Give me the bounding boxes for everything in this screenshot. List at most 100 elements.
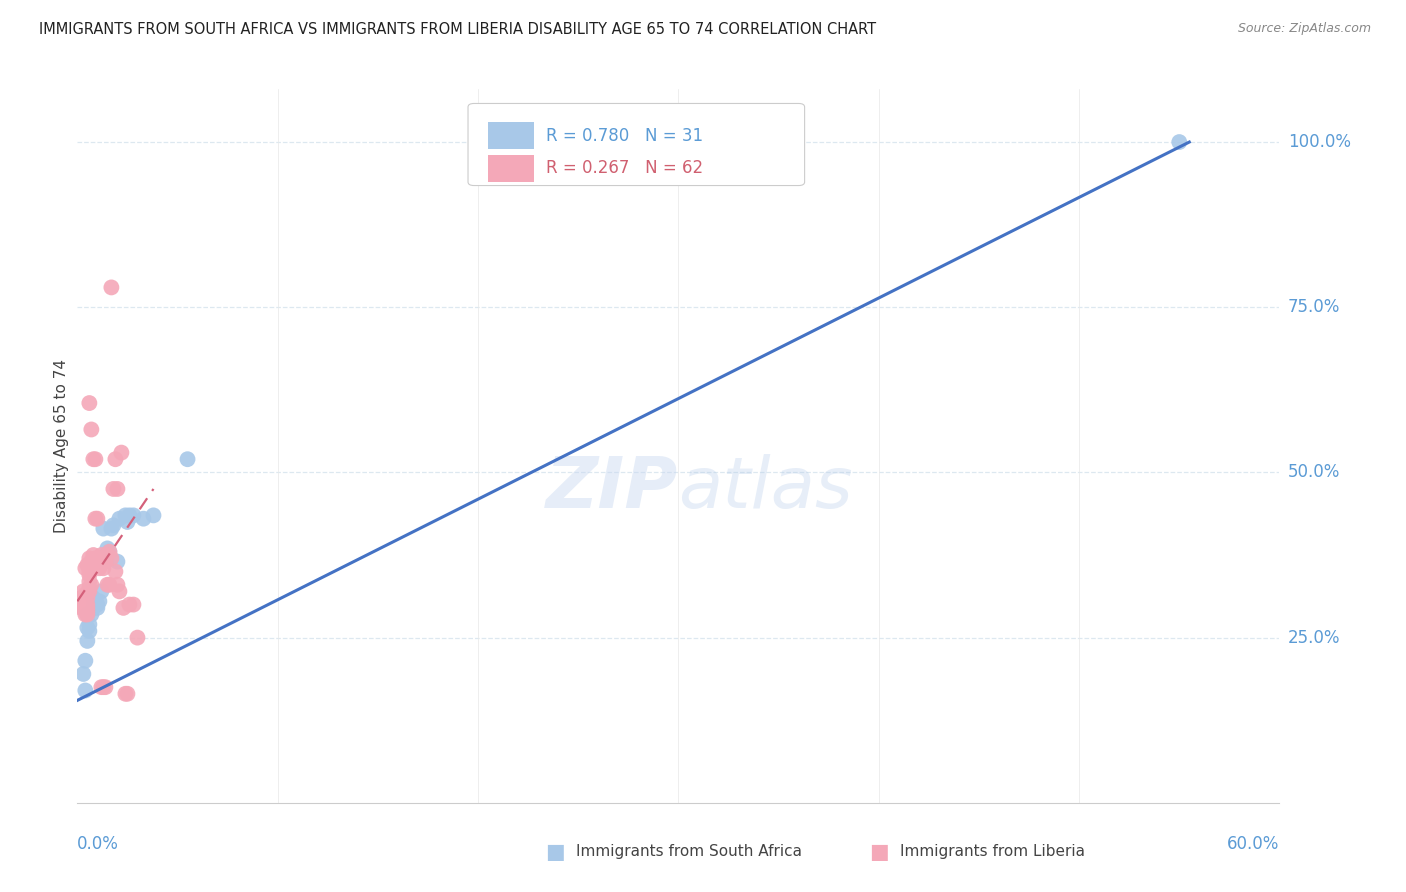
Point: [79, 567, 101, 582]
Point: [93, 522, 115, 536]
Point: [114, 508, 136, 523]
Point: [79, 565, 101, 579]
Text: Source: ZipAtlas.com: Source: ZipAtlas.com: [1237, 22, 1371, 36]
Point: [72, 667, 94, 681]
Text: R = 0.267   N = 62: R = 0.267 N = 62: [546, 160, 703, 178]
Point: [75, 683, 97, 698]
Point: [70, 591, 93, 605]
Point: [114, 687, 136, 701]
Point: [96, 541, 118, 556]
Point: [90, 584, 112, 599]
Text: ■: ■: [546, 842, 565, 862]
Point: [76, 558, 98, 572]
Y-axis label: Disability Age 65 to 74: Disability Age 65 to 74: [53, 359, 69, 533]
Point: [75, 594, 97, 608]
Point: [70, 600, 93, 615]
Bar: [488, 122, 534, 149]
Text: IMMIGRANTS FROM SOUTH AFRICA VS IMMIGRANTS FROM LIBERIA DISABILITY AGE 65 TO 74 : IMMIGRANTS FROM SOUTH AFRICA VS IMMIGRAN…: [39, 22, 876, 37]
Point: [104, 565, 127, 579]
Point: [76, 621, 98, 635]
Point: [98, 545, 121, 559]
Point: [1168, 135, 1191, 149]
Point: [72, 598, 94, 612]
Point: [112, 600, 135, 615]
Point: [80, 607, 103, 622]
Point: [86, 511, 108, 525]
Point: [82, 591, 104, 605]
Point: [93, 680, 115, 694]
Point: [82, 600, 104, 615]
Point: [142, 508, 165, 523]
Bar: [488, 155, 534, 182]
Point: [79, 617, 101, 632]
Text: atlas: atlas: [679, 454, 853, 524]
Point: [75, 588, 97, 602]
Point: [79, 551, 101, 566]
Point: [110, 445, 132, 459]
Text: 60.0%: 60.0%: [1227, 835, 1279, 853]
Text: 75.0%: 75.0%: [1288, 298, 1340, 317]
Point: [118, 508, 141, 523]
Point: [82, 452, 104, 467]
Point: [79, 581, 101, 595]
Point: [90, 680, 112, 694]
Point: [76, 591, 98, 605]
Point: [89, 561, 111, 575]
Point: [94, 555, 117, 569]
Point: [103, 482, 125, 496]
Point: [132, 511, 155, 525]
Point: [86, 600, 108, 615]
Point: [80, 422, 103, 436]
Point: [98, 545, 121, 559]
Point: [76, 598, 98, 612]
Point: [72, 584, 94, 599]
Point: [89, 594, 111, 608]
Text: 50.0%: 50.0%: [1288, 464, 1340, 482]
Text: Immigrants from Liberia: Immigrants from Liberia: [900, 845, 1085, 859]
Point: [86, 598, 108, 612]
Point: [76, 634, 98, 648]
Point: [75, 598, 97, 612]
Point: [100, 551, 122, 566]
Point: [82, 548, 104, 562]
Point: [176, 452, 198, 467]
Point: [76, 600, 98, 615]
Point: [122, 598, 145, 612]
Point: [76, 604, 98, 618]
Point: [122, 508, 145, 523]
Point: [75, 600, 97, 615]
Text: Immigrants from South Africa: Immigrants from South Africa: [576, 845, 803, 859]
Point: [79, 574, 101, 589]
Text: R = 0.780   N = 31: R = 0.780 N = 31: [546, 127, 703, 145]
Point: [80, 555, 103, 569]
Point: [75, 607, 97, 622]
Point: [79, 396, 101, 410]
Point: [93, 561, 115, 575]
Text: 100.0%: 100.0%: [1288, 133, 1351, 151]
Point: [96, 548, 118, 562]
Point: [107, 578, 129, 592]
Point: [72, 600, 94, 615]
Point: [104, 452, 127, 467]
Point: [127, 631, 149, 645]
Point: [79, 584, 101, 599]
Point: [107, 482, 129, 496]
Point: [107, 555, 129, 569]
FancyBboxPatch shape: [468, 103, 804, 186]
Point: [117, 687, 139, 701]
Point: [98, 578, 121, 592]
Point: [117, 515, 139, 529]
Text: ZIP: ZIP: [546, 454, 679, 524]
Text: ■: ■: [869, 842, 889, 862]
Text: 0.0%: 0.0%: [77, 835, 120, 853]
Point: [96, 578, 118, 592]
Point: [84, 511, 107, 525]
Point: [108, 511, 131, 525]
Point: [100, 280, 122, 294]
Point: [84, 551, 107, 566]
Point: [76, 607, 98, 622]
Point: [75, 654, 97, 668]
Point: [76, 607, 98, 622]
Point: [89, 551, 111, 566]
Point: [86, 555, 108, 569]
